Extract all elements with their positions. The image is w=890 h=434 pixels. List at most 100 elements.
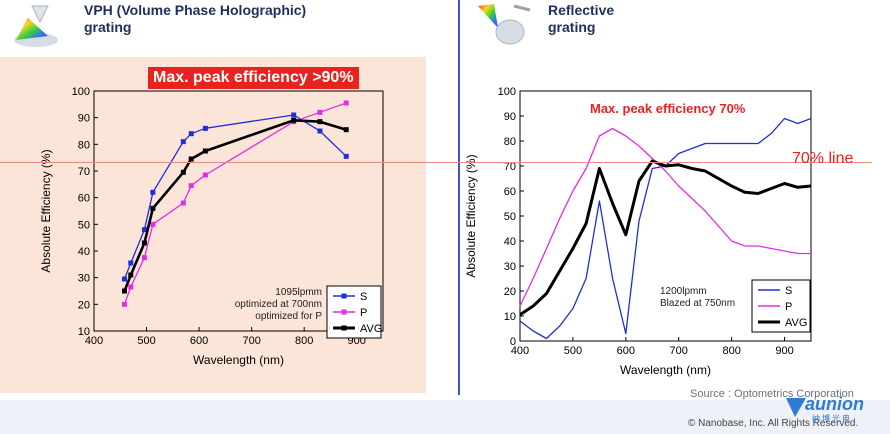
chart-reflective: 400 500 600 700 800 900 0 10 20 30 40 50 60 70 80 90 100… bbox=[464, 86, 812, 377]
series-line-s bbox=[123, 114, 347, 280]
data-point-s bbox=[141, 227, 147, 233]
right-title-line1: Reflective bbox=[548, 2, 615, 18]
y-tick-label: 90 bbox=[78, 113, 90, 125]
data-point-avg bbox=[141, 240, 147, 246]
y-tick-label: 80 bbox=[504, 136, 516, 148]
data-point-p bbox=[202, 172, 208, 178]
legend-label-s: S bbox=[785, 285, 792, 297]
prism-icon-right bbox=[478, 4, 531, 45]
panel-divider bbox=[458, 0, 460, 395]
seventy-percent-line bbox=[0, 162, 872, 163]
legend-label-avg: AVG bbox=[785, 317, 807, 329]
legend-label-p: P bbox=[360, 307, 367, 319]
data-point-s bbox=[317, 128, 323, 134]
x-tick-label: 800 bbox=[295, 335, 313, 347]
y-tick-label: 100 bbox=[498, 86, 516, 98]
left-title-line2: grating bbox=[84, 19, 132, 35]
legend-marker-p bbox=[341, 309, 347, 315]
data-point-p bbox=[343, 100, 349, 106]
data-point-s bbox=[291, 112, 297, 118]
legend-label-avg: AVG bbox=[360, 323, 382, 335]
company-logo: aunion 纳博光电 bbox=[786, 394, 882, 423]
left-highlight-label: Max. peak efficiency >90% bbox=[148, 67, 359, 89]
y-tick-label: 20 bbox=[78, 299, 90, 311]
prism-icon-left bbox=[14, 5, 58, 47]
right-highlight-label: Max. peak efficiency 70% bbox=[590, 101, 746, 116]
legend-marker-avg bbox=[341, 325, 347, 331]
series-line-p bbox=[123, 102, 347, 305]
y-tick-label: 20 bbox=[504, 286, 516, 298]
plot-frame bbox=[93, 90, 384, 332]
data-point-s bbox=[202, 125, 208, 131]
y-tick-label: 0 bbox=[510, 336, 516, 348]
y-tick-label: 100 bbox=[72, 86, 90, 98]
series-line-p bbox=[519, 127, 811, 307]
y-tick-label: 60 bbox=[504, 186, 516, 198]
data-point-p bbox=[150, 221, 156, 227]
legend-label-s: S bbox=[360, 291, 367, 303]
x-tick-label: 800 bbox=[722, 345, 740, 357]
logo-mark-icon bbox=[786, 398, 806, 417]
x-tick-label: 600 bbox=[617, 345, 635, 357]
x-axis-label: Wavelength (nm) bbox=[193, 353, 284, 367]
data-point-avg bbox=[188, 156, 194, 162]
seventy-line-label: 70% line bbox=[792, 150, 854, 167]
data-point-avg bbox=[180, 169, 186, 175]
data-point-s bbox=[180, 139, 186, 145]
right-note-line: Blazed at 750nm bbox=[660, 298, 736, 309]
x-tick-label: 900 bbox=[775, 345, 793, 357]
x-tick-label: 400 bbox=[85, 335, 103, 347]
series-line-avg bbox=[519, 159, 812, 317]
y-tick-label: 10 bbox=[78, 326, 90, 338]
data-point-avg bbox=[121, 288, 127, 294]
data-point-s bbox=[343, 153, 349, 159]
logo-text: aunion bbox=[805, 394, 864, 414]
legend-marker-s bbox=[341, 293, 347, 299]
data-point-p bbox=[317, 109, 323, 115]
copyright-text: © Nanobase, Inc. All Rights Reserved. bbox=[688, 418, 859, 429]
source-text: Source : Optometrics Corporation bbox=[690, 388, 854, 400]
y-tick-label: 70 bbox=[504, 161, 516, 173]
right-note-line: 1200lpmm bbox=[660, 286, 707, 297]
data-point-avg bbox=[202, 148, 208, 154]
right-title: Reflective grating bbox=[548, 2, 614, 36]
y-tick-label: 80 bbox=[78, 139, 90, 151]
data-point-avg bbox=[291, 117, 297, 123]
y-axis-label: Absolute Efficiency (%) bbox=[39, 149, 53, 272]
data-point-s bbox=[121, 276, 127, 282]
x-tick-label: 700 bbox=[242, 335, 260, 347]
x-tick-label: 500 bbox=[564, 345, 582, 357]
y-tick-label: 90 bbox=[504, 111, 516, 123]
left-note: 1095lpmm optimized at 700nm optimized fo… bbox=[218, 287, 322, 323]
right-title-line2: grating bbox=[548, 19, 596, 35]
left-note-line: 1095lpmm bbox=[275, 287, 322, 298]
data-point-s bbox=[188, 131, 194, 137]
x-tick-label: 500 bbox=[137, 335, 155, 347]
left-note-line: optimized at 700nm bbox=[234, 299, 322, 310]
x-tick-label: 400 bbox=[511, 345, 529, 357]
logo-subtext: 纳博光电 bbox=[812, 414, 852, 423]
left-title-line1: VPH (Volume Phase Holographic) bbox=[84, 2, 307, 18]
data-point-avg bbox=[128, 272, 134, 278]
right-note: 1200lpmm Blazed at 750nm bbox=[660, 286, 735, 310]
left-title: VPH (Volume Phase Holographic) grating bbox=[84, 2, 306, 36]
data-point-p bbox=[180, 200, 186, 206]
legend-label-p: P bbox=[785, 301, 792, 313]
footer-band bbox=[0, 400, 890, 434]
data-point-s bbox=[150, 189, 156, 195]
x-tick-label: 700 bbox=[670, 345, 688, 357]
chart-vph: 400 500 600 700 800 900102030405060708090100W… bbox=[39, 86, 384, 367]
left-note-line: optimized for P bbox=[255, 311, 322, 322]
y-tick-label: 60 bbox=[78, 193, 90, 205]
y-tick-label: 50 bbox=[78, 219, 90, 231]
y-tick-label: 40 bbox=[78, 246, 90, 258]
y-tick-label: 10 bbox=[504, 311, 516, 323]
y-tick-label: 40 bbox=[504, 236, 516, 248]
data-point-s bbox=[128, 260, 134, 266]
data-point-avg bbox=[150, 205, 156, 211]
y-tick-label: 50 bbox=[504, 211, 516, 223]
data-point-avg bbox=[343, 127, 349, 133]
x-tick-label: 600 bbox=[190, 335, 208, 347]
y-tick-label: 30 bbox=[78, 273, 90, 285]
y-tick-label: 70 bbox=[78, 166, 90, 178]
